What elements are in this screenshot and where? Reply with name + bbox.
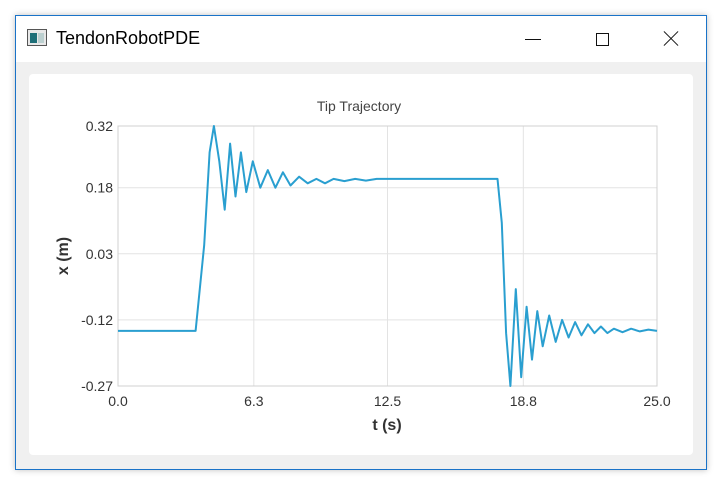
x-tick-label: 25.0 <box>643 393 670 409</box>
y-tick-label: 0.18 <box>86 180 113 196</box>
window-content: Tip Trajectory 0.32 0.18 0.03 -0.12 -0.27 0.… <box>16 62 706 469</box>
y-tick-label: 0.32 <box>86 118 113 134</box>
app-window-icon[interactable] <box>27 29 47 46</box>
chart-title: Tip Trajectory <box>317 98 401 114</box>
tip-trajectory-chart: Tip Trajectory 0.32 0.18 0.03 -0.12 -0.27 0.… <box>55 98 671 434</box>
minimize-icon <box>525 38 541 40</box>
y-tick-label: -0.27 <box>81 378 113 394</box>
grid-lines <box>117 125 658 387</box>
x-tick-label: 18.8 <box>510 393 537 409</box>
y-tick-label: -0.12 <box>81 312 113 328</box>
y-axis-label: x (m) <box>55 237 72 275</box>
x-tick-label: 0.0 <box>108 393 128 409</box>
close-button[interactable] <box>648 16 694 62</box>
close-icon <box>663 31 679 47</box>
series-line <box>118 125 658 387</box>
plot-area-border <box>117 125 658 387</box>
x-axis-label: t (s) <box>372 417 401 434</box>
chart-view: Tip Trajectory 0.32 0.18 0.03 -0.12 -0.27 0.… <box>29 74 693 455</box>
x-tick-label: 12.5 <box>374 393 401 409</box>
x-tick-label: 6.3 <box>244 393 264 409</box>
title-bar[interactable]: TendonRobotPDE <box>16 16 706 62</box>
minimize-button[interactable] <box>510 16 556 62</box>
x-tick-labels: 0.0 6.3 12.5 18.8 25.0 <box>108 393 671 409</box>
maximize-button[interactable] <box>579 16 625 62</box>
maximize-icon <box>595 32 609 46</box>
y-tick-labels: 0.32 0.18 0.03 -0.12 -0.27 <box>81 118 113 394</box>
y-tick-label: 0.03 <box>86 246 113 262</box>
app-window: TendonRobotPDE Tip Trajectory 0.32 0.18 0.… <box>15 15 707 470</box>
window-title: TendonRobotPDE <box>56 28 201 48</box>
